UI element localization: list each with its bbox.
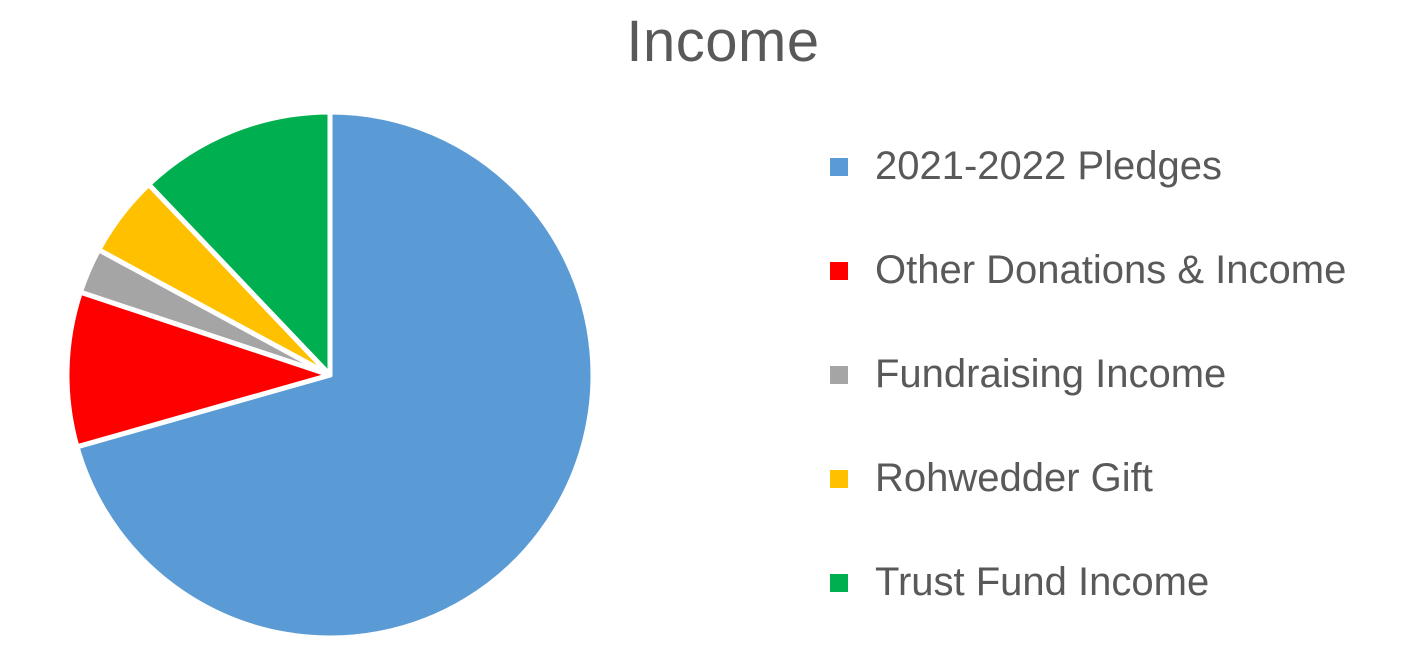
legend-swatch [830,158,848,176]
legend-label: Other Donations & Income [875,248,1347,292]
legend-swatch [830,470,848,488]
legend-label: Rohwedder Gift [875,456,1153,500]
legend-swatch [830,262,848,280]
pie-slice-other-donations [64,289,333,450]
legend-swatch [830,574,848,592]
chart-title: Income [626,9,820,74]
pie-slice-pledges [74,109,596,641]
legend-label: Fundraising Income [875,352,1227,396]
legend-swatch [830,366,848,384]
pie-plot-area [64,109,596,641]
legend-label: Trust Fund Income [875,560,1210,604]
legend-label: 2021-2022 Pledges [875,144,1222,188]
pie-slice-trust-fund [146,109,333,378]
